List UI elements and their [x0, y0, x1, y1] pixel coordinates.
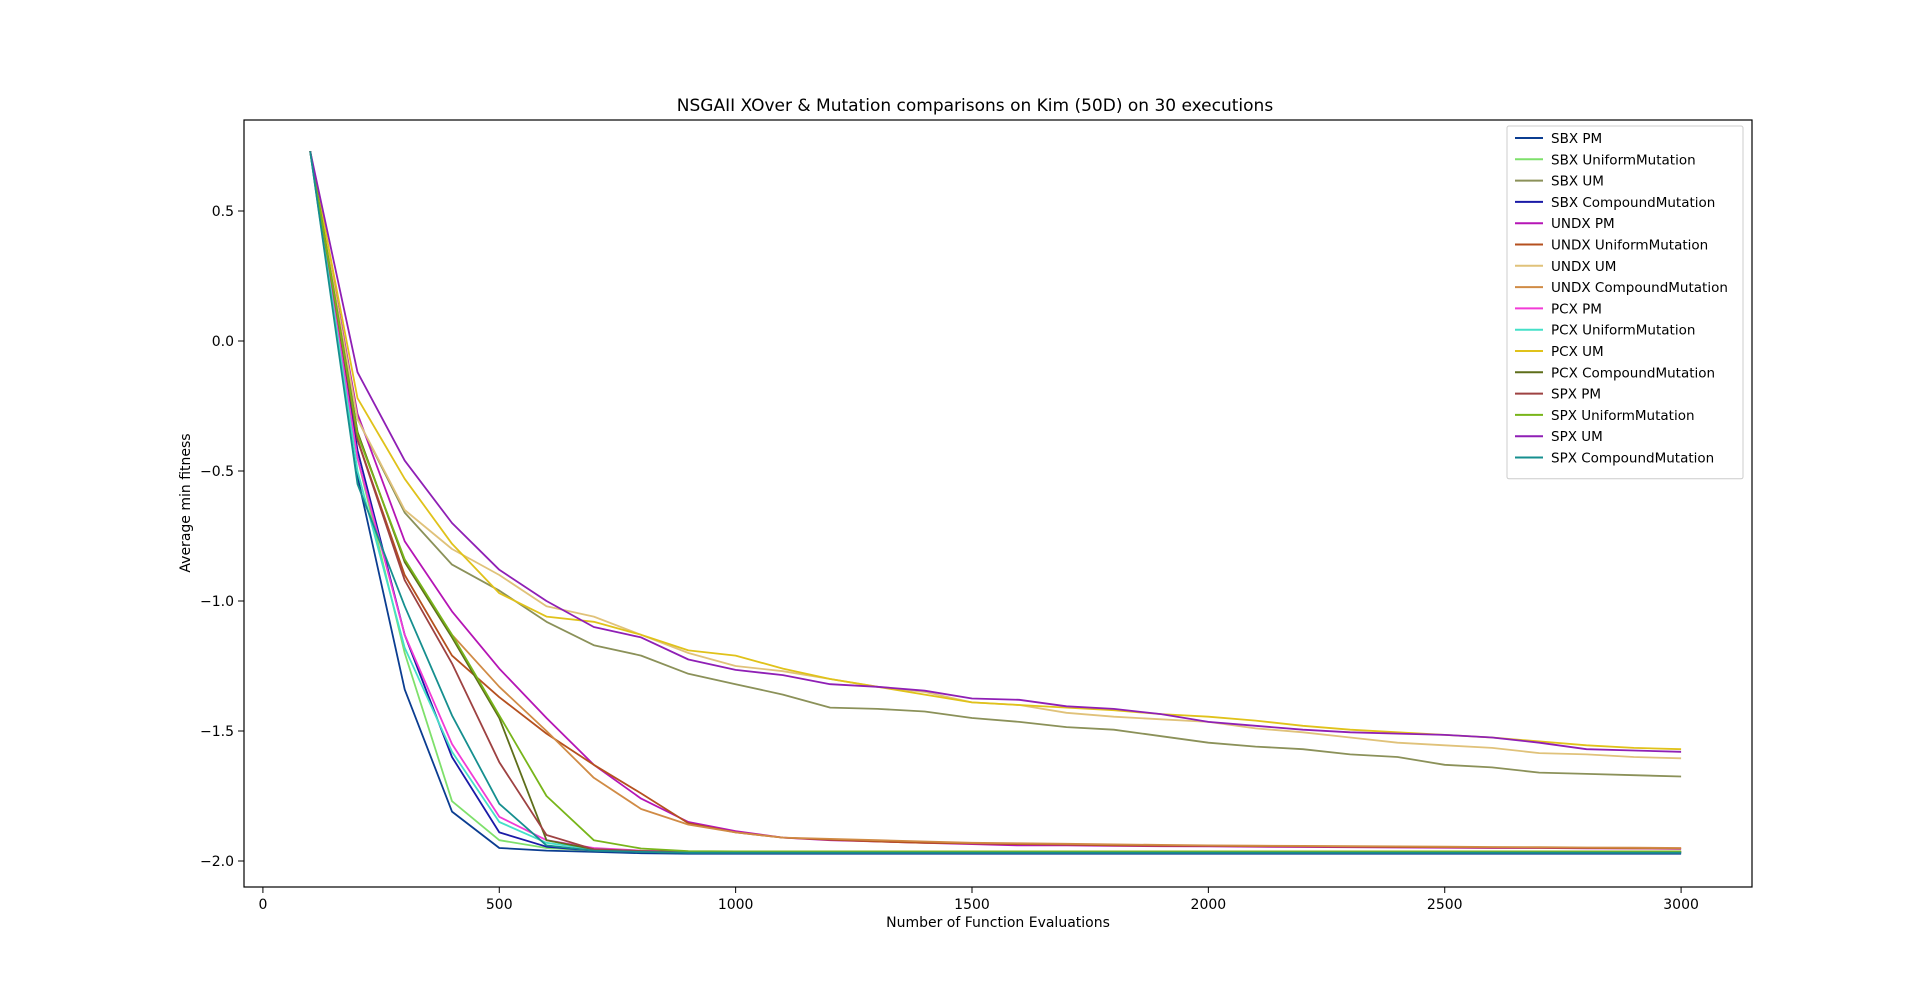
x-tick-label: 500 — [486, 897, 513, 913]
series-line-15 — [309, 151, 1682, 854]
legend-label: SPX PM — [1551, 387, 1601, 403]
legend-label: UNDX UM — [1551, 259, 1616, 275]
legend-label: PCX CompoundMutation — [1551, 365, 1715, 381]
legend-label: SBX CompoundMutation — [1551, 195, 1715, 211]
legend-label: SPX CompoundMutation — [1551, 451, 1714, 467]
legend-label: SPX UniformMutation — [1551, 408, 1695, 424]
legend-label: SBX UM — [1551, 174, 1604, 190]
x-tick-label: 1000 — [718, 897, 754, 913]
plot-area-frame — [243, 119, 1753, 888]
y-tick-label: −2.0 — [200, 854, 234, 870]
y-axis-title: Average min fitness — [178, 433, 194, 572]
legend-label: UNDX UniformMutation — [1551, 238, 1708, 254]
legend-label: SPX UM — [1551, 429, 1603, 445]
legend-label: PCX PM — [1551, 301, 1602, 317]
legend-label: SBX UniformMutation — [1551, 152, 1696, 168]
series-line-14 — [309, 151, 1682, 753]
legend-box — [1506, 125, 1744, 480]
legend-label: PCX UniformMutation — [1551, 323, 1695, 339]
legend-label: PCX UM — [1551, 344, 1604, 360]
x-axis-title: Number of Function Evaluations — [886, 915, 1110, 931]
y-axis: −2.0 −1.5 −1.0 −0.5 0.0 0.5 — [200, 204, 244, 870]
x-tick-label: 2500 — [1427, 897, 1463, 913]
x-tick-label: 2000 — [1191, 897, 1227, 913]
plot-lines — [309, 151, 1682, 855]
y-tick-label: 0.5 — [212, 204, 234, 220]
legend-label: SBX PM — [1551, 131, 1602, 147]
y-tick-label: 0.0 — [212, 334, 234, 350]
legend-label: UNDX CompoundMutation — [1551, 280, 1728, 296]
x-axis: 0 500 1000 1500 2000 2500 3000 — [258, 887, 1699, 913]
legend: SBX PM SBX UniformMutation SBX UM SBX Compo… — [1506, 125, 1744, 480]
x-tick-label: 3000 — [1663, 897, 1699, 913]
y-tick-label: −1.5 — [200, 724, 234, 740]
legend-label: UNDX PM — [1551, 216, 1615, 232]
x-tick-label: 0 — [258, 897, 267, 913]
series-line-2 — [309, 151, 1682, 778]
series-line-13 — [309, 151, 1682, 853]
series-line-7 — [309, 151, 1682, 849]
y-tick-label: −1.0 — [200, 594, 234, 610]
chart-title: NSGAII XOver & Mutation comparisons on K… — [677, 96, 1274, 116]
x-tick-label: 1500 — [954, 897, 990, 913]
y-tick-label: −0.5 — [200, 464, 234, 480]
series-line-0 — [309, 151, 1682, 855]
